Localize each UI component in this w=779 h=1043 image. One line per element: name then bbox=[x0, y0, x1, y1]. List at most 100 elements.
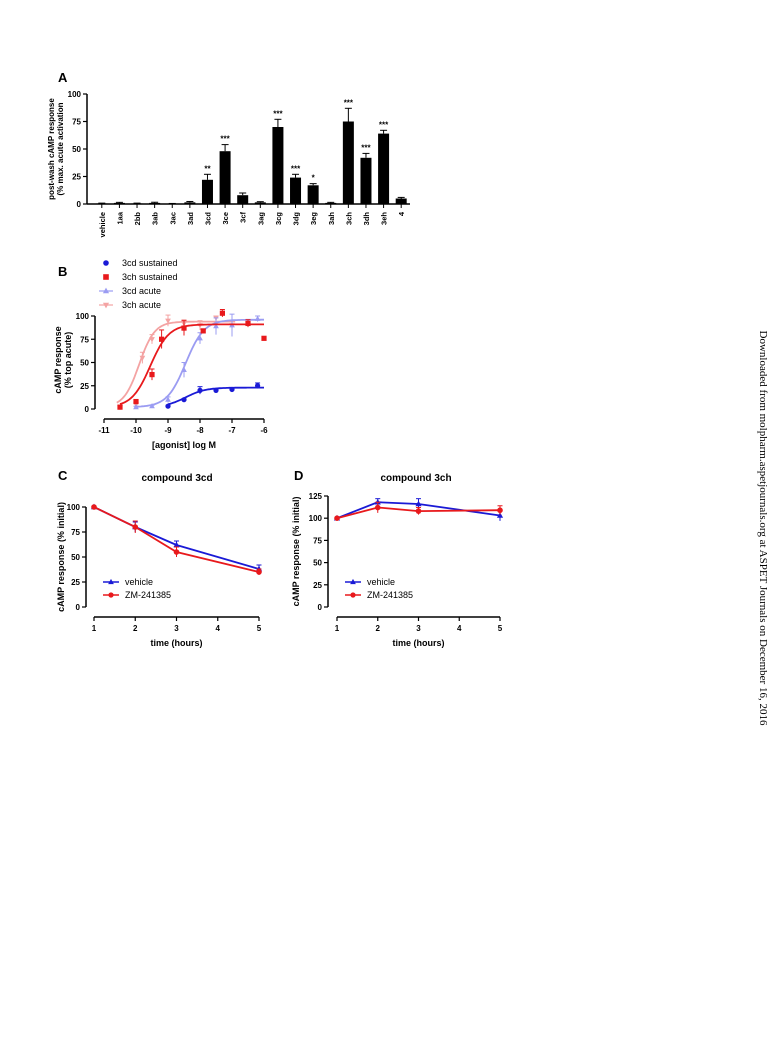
panel-b-point bbox=[213, 387, 219, 393]
panel-c-legend-label: ZM-241385 bbox=[125, 590, 171, 600]
panel-a-bar bbox=[237, 195, 249, 204]
panel-b-x-tick-label: -10 bbox=[130, 426, 142, 435]
panel-a-y-label-line: (% max. acute activation bbox=[56, 102, 65, 195]
panel-a-significance-label: *** bbox=[361, 143, 371, 152]
panel-c-letter: C bbox=[58, 468, 68, 483]
panel-a-significance-label: ** bbox=[204, 164, 211, 173]
panel-a-bar bbox=[219, 151, 231, 204]
panel-d-legend-marker bbox=[350, 592, 356, 598]
panel-b-y-tick-label: 100 bbox=[76, 312, 90, 321]
panel-c-x-tick-label: 5 bbox=[257, 624, 262, 633]
panel-d-y-tick-label: 125 bbox=[309, 492, 323, 501]
panel-c-x-label: time (hours) bbox=[150, 638, 202, 648]
panel-b-point bbox=[261, 335, 267, 341]
panel-a-x-tick-label: 3ah bbox=[327, 212, 336, 225]
panel-a-bar bbox=[254, 202, 266, 204]
panel-d-x-tick-label: 3 bbox=[416, 624, 421, 633]
panel-b-y-tick-label: 75 bbox=[80, 335, 89, 344]
panel-a-bar bbox=[272, 127, 284, 204]
panel-d-point bbox=[374, 498, 381, 505]
panel-c-x-tick-label: 3 bbox=[174, 624, 179, 633]
panel-a-x-tick-label: 3eg bbox=[309, 212, 318, 225]
panel-a-bar bbox=[378, 133, 390, 204]
panel-b-point bbox=[245, 320, 251, 327]
panel-a-x-tick-label: 3ag bbox=[256, 212, 265, 225]
panel-b: B 3cd sustained 3ch sustained 3cd acute 3ch… bbox=[53, 258, 268, 450]
panel-a-bar bbox=[395, 198, 407, 204]
panel-d-y-label-line: cAMP response (% initial) bbox=[291, 497, 301, 607]
panel-b-point bbox=[255, 383, 261, 389]
panel-b-y-label-line: (% top acute) bbox=[63, 332, 73, 389]
panel-c-x-tick-label: 2 bbox=[133, 624, 138, 633]
panel-a-y-tick-label: 25 bbox=[72, 173, 81, 182]
panel-c-y-tick-label: 50 bbox=[71, 553, 80, 562]
panel-a-x-tick-label: 3ch bbox=[344, 212, 353, 225]
panel-b-point bbox=[133, 404, 139, 410]
panel-b-point bbox=[197, 335, 203, 341]
panel-a-y-tick-label: 100 bbox=[68, 90, 82, 99]
panel-a-x-tick-label: vehicle bbox=[98, 212, 107, 237]
panel-c-y-label: cAMP response (% initial) bbox=[56, 502, 66, 612]
panel-b-point bbox=[165, 318, 171, 324]
panel-d-y-tick-label: 0 bbox=[318, 603, 323, 612]
panel-a-x-tick-label: 1aa bbox=[115, 211, 124, 224]
panel-a-bar bbox=[96, 203, 108, 204]
panel-d-legend-label: ZM-241385 bbox=[367, 590, 413, 600]
panel-a-significance-label: *** bbox=[379, 120, 389, 129]
panel-d-y-tick-label: 75 bbox=[313, 536, 322, 545]
panel-d-point bbox=[415, 500, 422, 507]
panel-a-x-tick-label: 3cf bbox=[239, 212, 248, 223]
panel-a-significance-label: * bbox=[312, 174, 316, 183]
panel-a-y-label: post-wash cAMP response(% max. acute act… bbox=[47, 98, 65, 200]
panel-d-legend-marker bbox=[350, 578, 356, 585]
panel-c-legend-marker bbox=[108, 578, 114, 585]
panel-b-legend-label: 3ch acute bbox=[122, 300, 161, 310]
panel-a-x-tick-label: 3eh bbox=[380, 212, 389, 225]
panel-d-y-tick-label: 50 bbox=[313, 559, 322, 568]
panel-d-x-tick-label: 4 bbox=[457, 624, 462, 633]
panel-a-bar bbox=[360, 157, 372, 204]
panel-d-letter: D bbox=[294, 468, 303, 483]
panel-b-point bbox=[165, 403, 171, 409]
panel-b-point bbox=[200, 328, 206, 334]
panel-a-x-tick-label: 3ac bbox=[168, 212, 177, 225]
panel-a-bar bbox=[113, 202, 125, 204]
panel-d-x-tick-label: 1 bbox=[335, 624, 340, 633]
panel-b-point bbox=[219, 310, 225, 316]
panel-a-x-tick-label: 4 bbox=[397, 211, 406, 216]
panel-c-x-tick-label: 4 bbox=[216, 624, 221, 633]
panel-b-point bbox=[139, 355, 146, 361]
panel-b-y-label-line: cAMP response bbox=[53, 326, 63, 393]
panel-d-x-tick-label: 2 bbox=[376, 624, 381, 633]
panel-c-point bbox=[173, 549, 180, 555]
panel-b-letter: B bbox=[58, 264, 67, 279]
panel-b-point bbox=[165, 396, 171, 402]
panel-b-y-label: cAMP response(% top acute) bbox=[53, 326, 73, 393]
panel-a-bar bbox=[131, 203, 143, 204]
panel-b-point bbox=[149, 403, 155, 409]
panel-a-bar bbox=[307, 185, 319, 204]
panel-d-series-line bbox=[336, 506, 501, 520]
panel-b-x-tick-label: -9 bbox=[164, 426, 172, 435]
panel-a-x-tick-label: 3cd bbox=[203, 212, 212, 225]
panel-a-bar bbox=[201, 179, 213, 204]
panel-a-significance-label: *** bbox=[344, 98, 354, 107]
panel-a-x-tick-label: 3ab bbox=[151, 212, 160, 225]
panel-b-x-tick-label: -8 bbox=[196, 426, 204, 435]
panel-a-x-tick-label: 3cg bbox=[274, 212, 283, 225]
panel-b-point bbox=[181, 325, 187, 331]
panel-b-legend-label: 3cd acute bbox=[122, 286, 161, 296]
panel-b-y-tick-label: 25 bbox=[80, 382, 89, 391]
panel-c-y-tick-label: 0 bbox=[76, 603, 81, 612]
panel-d-point bbox=[334, 515, 340, 521]
panel-c-x-tick-label: 1 bbox=[92, 624, 97, 633]
panel-d-x-label: time (hours) bbox=[392, 638, 444, 648]
panel-c-y-tick-label: 100 bbox=[67, 503, 81, 512]
panel-a-y-tick-label: 75 bbox=[72, 118, 81, 127]
panel-c-y-tick-label: 25 bbox=[71, 578, 80, 587]
panel-a-bar bbox=[184, 202, 196, 204]
panel-a-y-tick-label: 0 bbox=[77, 200, 82, 209]
panel-b-x-tick-label: -7 bbox=[228, 426, 236, 435]
panel-d-x-tick-label: 5 bbox=[498, 624, 503, 633]
download-watermark: Downloaded from molpharm.aspetjournals.o… bbox=[757, 330, 769, 726]
